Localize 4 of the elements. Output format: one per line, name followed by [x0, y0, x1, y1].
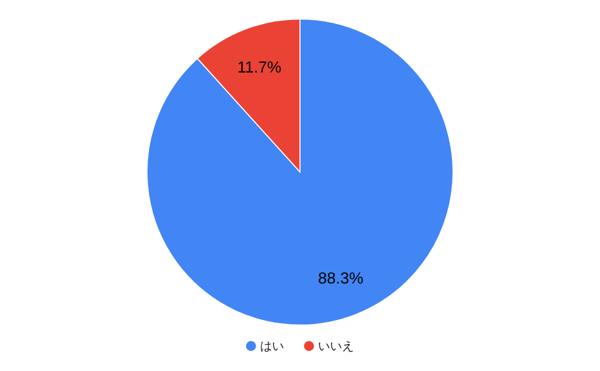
legend-label: いいえ: [318, 339, 354, 353]
data-label: 88.3%: [318, 270, 364, 288]
legend-label: はい: [260, 339, 284, 353]
data-label: 11.7%: [237, 59, 282, 76]
